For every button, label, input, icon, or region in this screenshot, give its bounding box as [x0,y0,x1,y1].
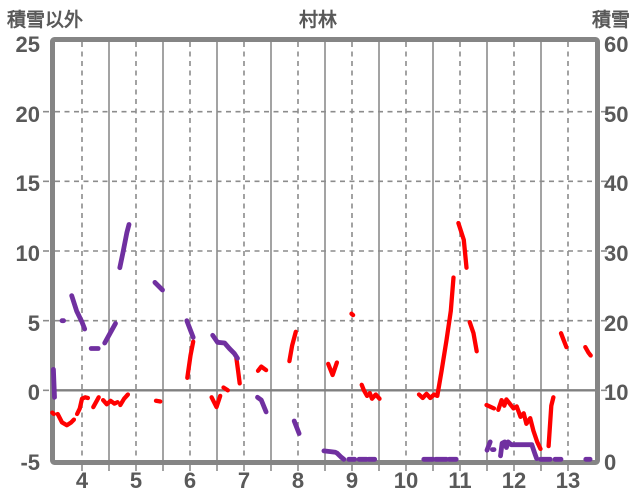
red-series-segment [55,411,77,428]
red-series-segment [546,395,556,449]
x-axis-tick-label: 6 [183,468,197,493]
red-series-segment [484,402,497,411]
purple-series-segment [498,439,540,462]
x-axis-tick-label: 5 [129,468,143,493]
red-series-segment [558,331,569,350]
right-axis-tick-label: 30 [604,241,629,266]
x-axis-tick-label: 13 [555,468,581,493]
right-axis-tick-label: 40 [604,171,629,197]
chart-title: 村林 [298,10,338,31]
red-series-segment [359,382,370,399]
right-axis-tick-label: 20 [604,310,629,336]
x-axis-tick-label: 11 [448,468,472,493]
plot-border [50,37,600,465]
purple-series-segment [69,293,88,332]
x-axis-tick-label: 8 [291,468,305,493]
purple-series-segment [255,394,269,415]
red-series-segment [50,410,57,417]
right-axis-tick-label: 50 [604,101,629,127]
left-axis-tick-label: 5 [27,310,40,336]
red-series-segment [255,364,269,373]
red-series-segment [456,220,469,270]
right-axis-tick-label: 60 [604,32,629,57]
x-axis-tick-label: 12 [501,468,527,493]
right-axis-tick-label: 10 [604,380,629,406]
purple-series-segment [184,318,196,340]
red-series-segment [118,392,131,408]
left-axis-tick-label: 20 [15,101,40,127]
purple-series-segment [291,418,302,436]
red-series-segment [221,385,230,393]
red-series-segment [367,390,382,401]
x-axis-tick-label: 4 [75,468,89,493]
purple-series-segment [102,321,118,346]
red-series-segment [234,356,242,386]
red-series-segment [583,344,593,358]
left-axis-tick-label: 10 [15,241,40,266]
right-axis-title: 積雪 [591,10,630,31]
purple-series-segment [321,448,338,455]
red-series-segment [467,319,479,354]
red-series-segment [185,339,196,380]
red-series-segment [326,360,340,378]
red-series-segment [416,275,456,401]
x-axis-tick-label: 10 [393,468,419,493]
red-series-segment [91,395,101,410]
left-axis-tick-label: 25 [15,32,40,57]
x-axis-tick-label: 7 [237,468,251,493]
purple-series-segment [152,279,165,293]
left-axis-tick-label: -5 [20,450,40,475]
purple-series-segment [334,450,347,462]
right-axis-tick-label: 0 [604,450,617,475]
left-axis-tick-label: 15 [15,171,40,197]
red-series-segment [496,397,543,452]
red-series-segment [349,311,356,318]
left-axis-title: 積雪以外 [7,10,84,31]
red-series-segment [209,393,223,410]
red-series-segment [100,397,120,407]
x-axis-tick-label: 9 [345,468,359,493]
purple-series-segment [484,439,493,453]
left-axis-tick-label: 0 [27,380,40,406]
red-series-segment [287,329,298,364]
purple-series-segment [51,366,57,400]
purple-series-segment [117,222,132,271]
purple-series-segment [210,332,240,361]
red-series-segment [74,395,91,417]
red-series-segment [153,398,163,404]
